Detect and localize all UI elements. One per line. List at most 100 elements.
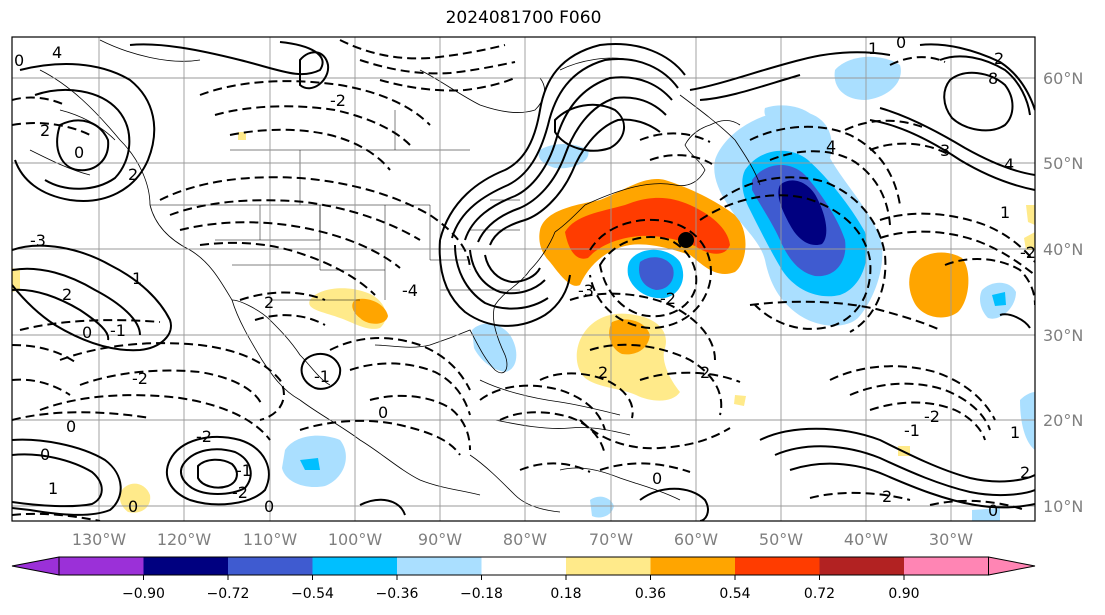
negative-anomaly-region [238, 132, 246, 140]
contour-label: 1 [868, 39, 878, 58]
contour-value-labels: 0 4 2 0 2 -3 1 2 0 -1 2 -2 -1 0 0 1 0 -2… [14, 33, 1036, 520]
contour-label: -3 [30, 231, 46, 250]
contour-label: 0 [652, 469, 662, 488]
contour-label: 2 [40, 121, 50, 140]
contour-label: 2 [128, 165, 138, 184]
negative-anomaly-region [764, 105, 814, 129]
contour-label: 4 [826, 137, 836, 156]
colorbar-segment [819, 557, 904, 575]
positive-anomaly-region [909, 252, 969, 318]
contour-label: 8 [988, 69, 998, 88]
contour-label: 0 [66, 417, 76, 436]
contour-label: 2 [994, 49, 1004, 68]
negative-anomaly-region [639, 257, 674, 290]
lon-label: 50°W [759, 530, 803, 549]
colorbar-segment [11, 556, 60, 576]
positive-anomaly-region [352, 298, 388, 324]
contour-label: 0 [14, 51, 24, 70]
positive-anomaly-region [1026, 205, 1035, 225]
contour-label: -4 [402, 281, 418, 300]
lon-label: 80°W [503, 530, 547, 549]
colorbar-segment [397, 557, 482, 575]
dashed-contours [12, 39, 1035, 521]
longitude-labels: 130°W 120°W 110°W 100°W 90°W 80°W 70°W 6… [72, 530, 973, 549]
colorbar-outline [58, 556, 989, 576]
lat-label: 10°N [1043, 497, 1083, 516]
contour-label: 2 [264, 293, 274, 312]
contour-label: 1 [1010, 423, 1020, 442]
contour-label: 1 [48, 479, 58, 498]
contour-label: 2 [882, 487, 892, 506]
lon-label: 30°W [929, 530, 973, 549]
colorbar-segment [566, 557, 651, 575]
solid-contours [12, 41, 1035, 521]
contour-label: -2 [924, 407, 940, 426]
contour-label: 4 [1004, 155, 1014, 174]
colorbar-segment [904, 557, 989, 575]
lat-label: 30°N [1043, 326, 1083, 345]
colorbar-tick-label: 0.54 [719, 586, 750, 602]
negative-anomaly-region [300, 458, 320, 470]
contour-label: 2 [700, 363, 710, 382]
contour-label: -2 [132, 369, 148, 388]
colorbar-segment [735, 557, 820, 575]
colorbar-segment [988, 556, 1036, 576]
contour-label: 0 [40, 445, 50, 464]
lat-label: 20°N [1043, 411, 1083, 430]
lat-label: 60°N [1043, 69, 1083, 88]
positive-anomaly-region [1024, 232, 1035, 250]
map-frame [11, 36, 1036, 522]
colorbar-segment [650, 557, 735, 575]
contour-label: -1 [314, 367, 330, 386]
contour-label: 0 [82, 323, 92, 342]
positive-anomaly-region [120, 483, 151, 513]
lat-label: 40°N [1043, 240, 1083, 259]
contour-label: 2 [62, 285, 72, 304]
lon-label: 60°W [674, 530, 718, 549]
colorbar-tick-label: −0.18 [460, 586, 503, 602]
storm-center-dot [678, 232, 694, 248]
contour-label: -1 [904, 421, 920, 440]
colorbar-tick-label: −0.54 [291, 586, 334, 602]
contour-label: 1 [132, 269, 142, 288]
graticule [12, 37, 1035, 521]
negative-anomaly-region [972, 508, 1000, 521]
colorbar-segment [228, 557, 313, 575]
colorbar-tick-label: 0.36 [635, 586, 666, 602]
lon-label: 120°W [157, 530, 212, 549]
colorbar-tick-label: −0.90 [122, 586, 165, 602]
contour-label: 0 [128, 497, 138, 516]
negative-anomaly-region [778, 180, 827, 246]
colorbar-segment [59, 557, 144, 575]
contour-label: 0 [378, 403, 388, 422]
lon-label: 90°W [418, 530, 462, 549]
negative-anomaly-region [472, 323, 517, 372]
lon-label: 40°W [844, 530, 888, 549]
contour-label: 0 [988, 501, 998, 520]
contour-label: -3 [578, 281, 594, 300]
colorbar-tick-label: 0.90 [888, 586, 919, 602]
colorbar-segment [143, 557, 228, 575]
colorbar-segment [312, 557, 397, 575]
contour-label: 4 [52, 43, 62, 62]
lat-label: 50°N [1043, 154, 1083, 173]
contour-label: 0 [896, 33, 906, 52]
contour-label: 0 [74, 143, 84, 162]
colorbar-tick-label: 0.18 [550, 586, 581, 602]
contour-label: 2 [598, 363, 608, 382]
contour-label: 0 [264, 497, 274, 516]
colorbar-tick-label: −0.72 [207, 586, 250, 602]
lon-label: 110°W [243, 530, 298, 549]
positive-anomaly-region [734, 395, 746, 406]
colorbar-tick-label: 0.72 [804, 586, 835, 602]
negative-anomaly-region [590, 496, 614, 518]
colorbar-tick-label: −0.36 [376, 586, 419, 602]
negative-anomaly-region [992, 292, 1006, 306]
colorbar: −0.90 −0.72 −0.54 −0.36 −0.18 0.18 0.36 … [11, 556, 1036, 602]
lon-label: 70°W [589, 530, 633, 549]
contour-label: -1 [236, 461, 252, 480]
chart-title: 2024081700 F060 [445, 8, 602, 28]
contour-label: -2 [660, 289, 676, 308]
contour-label: -2 [232, 483, 248, 502]
